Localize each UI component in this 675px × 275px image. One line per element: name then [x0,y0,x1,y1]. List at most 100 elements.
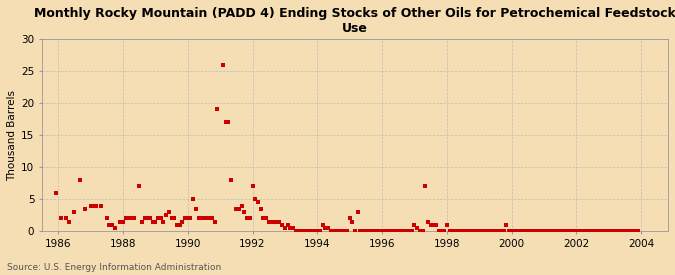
Point [436,229,447,233]
Point [625,229,636,233]
Point [609,229,620,233]
Point [204,216,215,221]
Title: Monthly Rocky Mountain (PADD 4) Ending Stocks of Other Oils for Petrochemical Fe: Monthly Rocky Mountain (PADD 4) Ending S… [34,7,675,35]
Point [603,229,614,233]
Point [544,229,555,233]
Point [239,210,250,214]
Point [333,229,344,233]
Point [244,216,255,221]
Point [555,229,566,233]
Point [377,229,387,233]
Point [549,229,560,233]
Point [520,229,531,233]
Point [255,207,266,211]
Point [590,229,601,233]
Point [85,203,96,208]
Point [212,107,223,112]
Point [223,120,234,124]
Point [447,229,458,233]
Point [585,229,595,233]
Point [69,210,80,214]
Point [344,216,355,221]
Point [433,229,444,233]
Point [582,229,593,233]
Point [463,229,474,233]
Point [317,222,328,227]
Point [107,222,117,227]
Point [358,229,369,233]
Point [169,216,180,221]
Point [360,229,371,233]
Point [328,229,339,233]
Point [428,222,439,227]
Point [150,219,161,224]
Point [387,229,398,233]
Point [80,207,90,211]
Point [371,229,382,233]
Point [458,229,468,233]
Point [231,207,242,211]
Point [250,197,261,201]
Point [258,216,269,221]
Point [220,120,231,124]
Point [593,229,603,233]
Point [493,229,504,233]
Point [304,229,315,233]
Point [471,229,482,233]
Point [517,229,528,233]
Point [263,219,274,224]
Point [571,229,582,233]
Point [128,216,139,221]
Point [598,229,609,233]
Point [301,229,312,233]
Point [312,229,323,233]
Point [406,229,417,233]
Point [109,226,120,230]
Point [201,216,212,221]
Point [55,216,66,221]
Point [209,219,220,224]
Point [188,197,198,201]
Point [323,226,333,230]
Point [533,229,544,233]
Point [460,229,471,233]
Point [525,229,536,233]
Point [180,216,190,221]
Point [277,222,288,227]
Point [528,229,539,233]
Point [153,216,163,221]
Point [409,222,420,227]
Point [163,210,174,214]
Point [225,178,236,182]
Point [620,229,630,233]
Point [288,226,298,230]
Point [347,219,358,224]
Point [417,229,428,233]
Point [431,222,441,227]
Point [261,216,271,221]
Point [366,229,377,233]
Point [579,229,590,233]
Point [568,229,579,233]
Point [174,222,185,227]
Point [104,222,115,227]
Point [182,216,193,221]
Point [477,229,487,233]
Point [234,207,244,211]
Point [630,229,641,233]
Point [393,229,404,233]
Point [506,229,517,233]
Point [190,207,201,211]
Point [198,216,209,221]
Point [504,229,514,233]
Point [101,216,112,221]
Point [88,203,99,208]
Point [339,229,350,233]
Point [512,229,522,233]
Point [115,219,126,224]
Point [576,229,587,233]
Point [614,229,625,233]
Point [531,229,541,233]
Point [158,219,169,224]
Point [441,222,452,227]
